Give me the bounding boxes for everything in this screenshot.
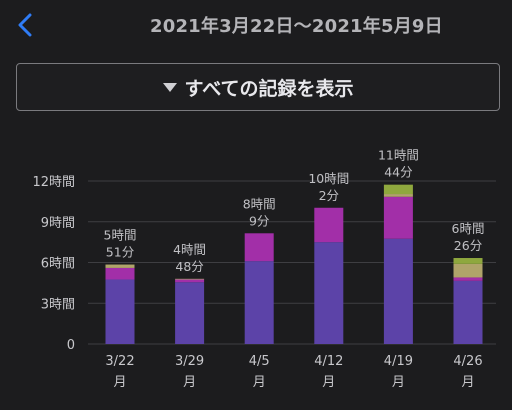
data-label-hours: 5時間 (104, 228, 137, 243)
data-label-minutes: 2分 (319, 188, 339, 203)
y-tick-label: 6時間 (41, 257, 75, 272)
back-button[interactable] (8, 6, 42, 44)
bar-segment (453, 277, 483, 281)
x-tick-label-weekday: 月 (113, 375, 126, 390)
x-tick-label-date: 4/12 (314, 354, 343, 369)
bar-segment (383, 196, 413, 239)
bar-segment (105, 267, 135, 280)
show-all-records-label: すべての記録を表示 (184, 77, 354, 100)
bar-segment (244, 261, 274, 344)
data-label-hours: 4時間 (173, 242, 206, 257)
x-tick-label-date: 4/26 (453, 354, 482, 369)
data-label-hours: 8時間 (243, 196, 276, 211)
bar-segment (453, 280, 483, 344)
y-tick-label: 0 (67, 338, 75, 353)
x-tick-label-date: 4/5 (249, 354, 270, 369)
date-range-title: 2021年3月22日〜2021年5月9日 (150, 16, 443, 37)
x-tick-label-weekday: 月 (461, 375, 474, 390)
data-label-minutes: 9分 (249, 213, 269, 228)
bar-segment (383, 194, 413, 197)
x-tick-label-weekday: 月 (322, 375, 335, 390)
y-tick-label: 12時間 (32, 175, 75, 190)
triangle-down-icon (162, 82, 177, 92)
bar-segment (314, 242, 344, 344)
bar-segment (314, 207, 344, 243)
y-tick-label: 9時間 (41, 216, 75, 231)
x-tick-label-weekday: 月 (183, 375, 196, 390)
bar-segment (105, 279, 135, 344)
x-tick-label-date: 3/29 (175, 354, 204, 369)
bar-segment (383, 184, 413, 195)
data-label-hours: 6時間 (452, 221, 485, 236)
x-tick-label-date: 4/19 (384, 354, 413, 369)
x-tick-label-date: 3/22 (105, 354, 134, 369)
data-label-hours: 10時間 (308, 171, 349, 186)
bar-segment (175, 282, 205, 344)
bar-segment (453, 263, 483, 278)
bar-segment (175, 278, 205, 280)
data-label-minutes: 51分 (106, 245, 134, 260)
data-label-minutes: 26分 (454, 238, 482, 253)
bar-segment (383, 238, 413, 344)
chevron-left-icon (18, 13, 32, 37)
x-tick-label-weekday: 月 (392, 375, 405, 390)
data-label-hours: 11時間 (378, 148, 419, 163)
show-all-records-button[interactable]: すべての記録を表示 (16, 63, 500, 111)
bar-segment (175, 279, 205, 283)
bar-segment (105, 264, 135, 268)
header: 2021年3月22日〜2021年5月9日 (0, 0, 512, 52)
bar-segment (453, 258, 483, 264)
data-label-minutes: 48分 (175, 259, 203, 274)
y-tick-label: 3時間 (41, 297, 75, 312)
bar-segment (244, 233, 274, 262)
data-label-minutes: 44分 (384, 165, 412, 180)
x-tick-label-weekday: 月 (253, 375, 266, 390)
